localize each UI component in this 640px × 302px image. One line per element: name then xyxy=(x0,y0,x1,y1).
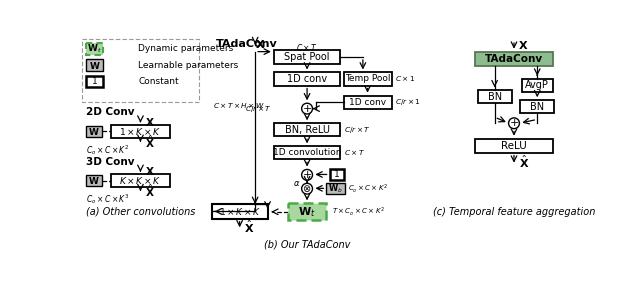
FancyBboxPatch shape xyxy=(86,126,102,137)
Text: BN, ReLU: BN, ReLU xyxy=(285,125,330,135)
Text: 1: 1 xyxy=(92,77,97,86)
Text: Spat Pool: Spat Pool xyxy=(284,52,330,62)
Text: BN: BN xyxy=(488,92,502,102)
Text: $\mathbf{W}$: $\mathbf{W}$ xyxy=(88,175,100,186)
FancyBboxPatch shape xyxy=(288,203,326,220)
Text: $\hat{\mathbf{X}}$: $\hat{\mathbf{X}}$ xyxy=(244,219,254,235)
FancyBboxPatch shape xyxy=(111,125,170,138)
Text: $K \times K \times K$: $K \times K \times K$ xyxy=(119,175,162,186)
Text: $C_o \times C \times K^2$: $C_o \times C \times K^2$ xyxy=(86,143,130,157)
Text: $C \times T$: $C \times T$ xyxy=(344,148,365,157)
Text: 2D Conv: 2D Conv xyxy=(86,108,134,117)
FancyBboxPatch shape xyxy=(111,174,170,187)
Text: $\mathbf{W}_b$: $\mathbf{W}_b$ xyxy=(328,182,343,194)
Text: $\mathbf{W}$: $\mathbf{W}$ xyxy=(88,126,100,137)
FancyBboxPatch shape xyxy=(86,43,103,55)
Text: +: + xyxy=(302,104,312,114)
Text: 3D Conv: 3D Conv xyxy=(86,157,134,167)
Text: $\mathbf{W}$: $\mathbf{W}$ xyxy=(89,59,100,71)
Circle shape xyxy=(301,183,312,194)
Text: $\hat{\mathbf{X}}$: $\hat{\mathbf{X}}$ xyxy=(145,133,155,150)
Text: Constant: Constant xyxy=(138,77,179,86)
Text: +: + xyxy=(302,170,312,180)
Circle shape xyxy=(301,103,312,114)
Text: Dynamic parameters: Dynamic parameters xyxy=(138,44,234,53)
Text: ReLU: ReLU xyxy=(501,140,527,151)
Text: $C \times 1$: $C \times 1$ xyxy=(396,75,415,83)
Text: $\otimes$: $\otimes$ xyxy=(303,183,312,194)
Text: $\mathbf{X}$: $\mathbf{X}$ xyxy=(518,40,529,51)
Text: (a) Other convolutions: (a) Other convolutions xyxy=(86,207,195,217)
Text: TAdaConv: TAdaConv xyxy=(485,53,543,63)
Text: $T \times C_o \times C \times K^2$: $T \times C_o \times C \times K^2$ xyxy=(332,206,385,218)
FancyBboxPatch shape xyxy=(476,139,553,153)
Text: (b) Our TAdaConv: (b) Our TAdaConv xyxy=(264,239,350,249)
Text: $1 \times K \times K$: $1 \times K \times K$ xyxy=(119,126,161,137)
FancyBboxPatch shape xyxy=(86,59,103,71)
FancyBboxPatch shape xyxy=(476,52,553,66)
Text: $\alpha$: $\alpha$ xyxy=(293,179,301,188)
FancyBboxPatch shape xyxy=(86,76,103,87)
FancyBboxPatch shape xyxy=(326,182,345,194)
Text: 1D conv: 1D conv xyxy=(287,74,327,84)
FancyBboxPatch shape xyxy=(344,72,392,85)
Text: $1 \times K \times K$: $1 \times K \times K$ xyxy=(218,206,260,217)
Text: $C_o \times C \times K^3$: $C_o \times C \times K^3$ xyxy=(86,193,130,207)
Text: $\mathbf{W}_t$: $\mathbf{W}_t$ xyxy=(88,43,102,55)
FancyBboxPatch shape xyxy=(86,175,102,186)
Text: +: + xyxy=(509,118,518,128)
Circle shape xyxy=(301,169,312,180)
Text: $\mathbf{X}$: $\mathbf{X}$ xyxy=(145,165,155,177)
FancyBboxPatch shape xyxy=(212,204,268,219)
FancyBboxPatch shape xyxy=(477,90,511,103)
FancyBboxPatch shape xyxy=(522,79,553,92)
Text: $\mathbf{X}$: $\mathbf{X}$ xyxy=(145,116,155,128)
Circle shape xyxy=(509,118,520,129)
Text: 1D conv: 1D conv xyxy=(349,98,386,107)
FancyBboxPatch shape xyxy=(344,95,392,109)
Text: 1: 1 xyxy=(333,170,339,179)
Text: 1D convolution: 1D convolution xyxy=(273,148,341,157)
Text: (c) Temporal feature aggregation: (c) Temporal feature aggregation xyxy=(433,207,595,217)
Text: $\mathbf{X}$: $\mathbf{X}$ xyxy=(255,38,265,50)
Text: $C/r \times 1$: $C/r \times 1$ xyxy=(396,97,421,107)
Text: $C_o \times C \times K^2$: $C_o \times C \times K^2$ xyxy=(348,182,388,194)
Text: $C/r \times T$: $C/r \times T$ xyxy=(244,104,271,114)
FancyBboxPatch shape xyxy=(330,169,344,180)
Text: $C \times T \times H \times W$: $C \times T \times H \times W$ xyxy=(213,101,265,110)
Text: Learnable parameters: Learnable parameters xyxy=(138,61,238,70)
Text: BN: BN xyxy=(530,102,544,112)
FancyBboxPatch shape xyxy=(520,100,554,113)
Text: $\hat{\mathbf{X}}$: $\hat{\mathbf{X}}$ xyxy=(145,183,155,199)
Text: Temp Pool: Temp Pool xyxy=(345,75,390,83)
FancyBboxPatch shape xyxy=(274,146,340,159)
Text: $\mathbf{W}_t$: $\mathbf{W}_t$ xyxy=(298,205,316,219)
Text: AvgP: AvgP xyxy=(525,80,549,90)
FancyBboxPatch shape xyxy=(274,72,340,85)
FancyBboxPatch shape xyxy=(274,50,340,64)
Text: $C/r \times T$: $C/r \times T$ xyxy=(344,125,370,135)
Text: TAdaConv: TAdaConv xyxy=(216,39,277,49)
FancyBboxPatch shape xyxy=(274,123,340,136)
Text: $C \times T$: $C \times T$ xyxy=(296,41,318,53)
Text: $\hat{\mathbf{X}}$: $\hat{\mathbf{X}}$ xyxy=(519,153,529,170)
